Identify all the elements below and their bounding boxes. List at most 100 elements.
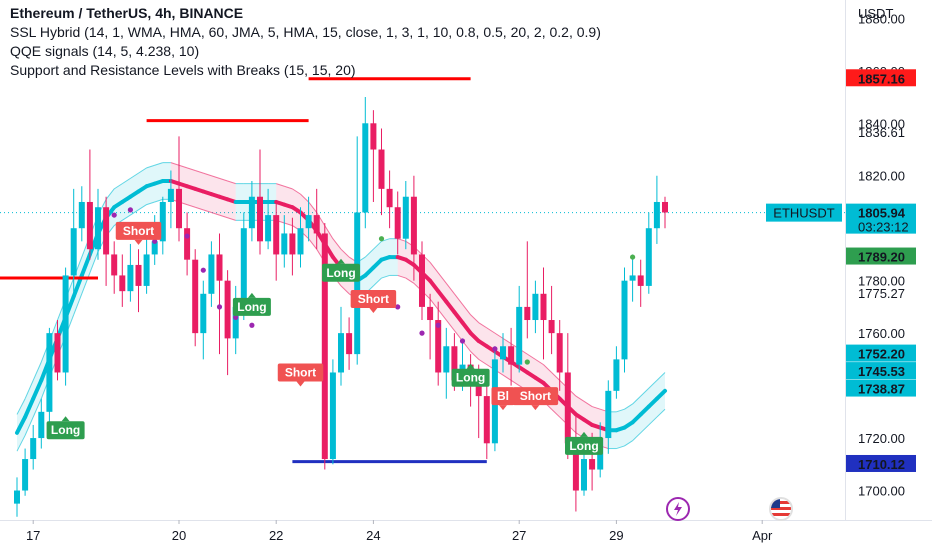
candle-body[interactable] [297, 228, 304, 255]
candle-body[interactable] [265, 215, 272, 242]
candle-body[interactable] [329, 372, 336, 460]
long-signal-badge[interactable] [451, 368, 490, 387]
candle-body[interactable] [30, 438, 37, 460]
candle-body[interactable] [419, 254, 425, 307]
candle-body[interactable] [167, 188, 174, 202]
candle-body[interactable] [653, 201, 660, 229]
candle-body[interactable] [637, 275, 644, 286]
candle-body[interactable] [524, 306, 531, 321]
long-signal-pointer [61, 416, 70, 422]
candle-body[interactable] [402, 196, 409, 239]
candle-body[interactable] [662, 201, 668, 213]
short-signal-badge[interactable] [350, 290, 397, 309]
long-signal-pointer [247, 292, 256, 298]
candle-body[interactable] [46, 333, 53, 412]
candle-body[interactable] [159, 201, 166, 242]
candle-body[interactable] [22, 459, 29, 491]
candle-body[interactable] [240, 228, 247, 307]
candle-body[interactable] [127, 264, 134, 292]
candle-body[interactable] [386, 188, 393, 208]
long-signal-badge[interactable] [322, 263, 360, 282]
long-signal-badge[interactable] [232, 297, 271, 316]
short-signal-badge[interactable] [491, 387, 515, 406]
long-signal-badge[interactable] [46, 421, 85, 440]
candle-body[interactable] [500, 346, 506, 360]
candle-body[interactable] [427, 306, 434, 321]
candle-body[interactable] [289, 233, 296, 255]
candle-body[interactable] [435, 320, 442, 373]
candle-body[interactable] [362, 123, 369, 213]
candle-body[interactable] [208, 254, 215, 294]
candle-body[interactable] [605, 390, 612, 439]
candle-body[interactable] [508, 346, 515, 365]
x-tick-label: 20 [172, 528, 186, 543]
candle-body[interactable] [143, 254, 150, 286]
candle-body[interactable] [62, 275, 69, 373]
candle-body[interactable] [613, 359, 620, 391]
candle-body[interactable] [224, 280, 231, 339]
candle-body[interactable] [410, 196, 417, 255]
candle-body[interactable] [346, 333, 353, 355]
candle-body[interactable] [548, 320, 555, 334]
candle-body[interactable] [443, 346, 450, 373]
candle-body[interactable] [305, 215, 312, 229]
candle-body[interactable] [338, 333, 344, 373]
short-signal-badge[interactable] [277, 363, 324, 382]
ssl-baseline-segment [460, 320, 473, 336]
candle-body[interactable] [581, 459, 587, 491]
candle-body[interactable] [14, 490, 20, 504]
us-flag-icon[interactable] [769, 497, 793, 521]
candle-body[interactable] [313, 215, 320, 234]
candle-body[interactable] [475, 385, 482, 397]
candle-body[interactable] [192, 259, 199, 334]
candle-body[interactable] [70, 228, 77, 276]
candle-body[interactable] [200, 293, 207, 334]
candle-body[interactable] [257, 196, 263, 242]
candle-body[interactable] [38, 411, 45, 439]
candle-body[interactable] [370, 123, 377, 150]
candle-body[interactable] [572, 443, 579, 491]
candle-body[interactable] [86, 201, 93, 250]
candle-body[interactable] [184, 228, 191, 260]
candle-body[interactable] [589, 459, 596, 470]
candle-body[interactable] [119, 275, 126, 292]
candle-body[interactable] [281, 233, 288, 255]
candle-body[interactable] [95, 207, 101, 250]
candle-body[interactable] [248, 196, 255, 229]
candle-body[interactable] [540, 293, 547, 321]
candle-body[interactable] [103, 207, 110, 255]
candle-body[interactable] [321, 233, 328, 460]
candle-body[interactable] [78, 201, 85, 229]
candle-body[interactable] [621, 280, 628, 360]
candle-body[interactable] [151, 241, 158, 255]
candle-body[interactable] [516, 306, 523, 365]
legend-line: Support and Resistance Levels with Break… [10, 62, 356, 78]
ssl-band-lower [89, 251, 99, 273]
candle-body[interactable] [394, 207, 401, 239]
candle-body[interactable] [176, 188, 182, 229]
candle-body[interactable] [451, 346, 458, 381]
candle-body[interactable] [564, 372, 571, 444]
candle-body[interactable] [556, 333, 563, 373]
candle-body[interactable] [378, 149, 385, 189]
candle-body[interactable] [354, 212, 361, 355]
candle-body[interactable] [645, 228, 652, 286]
candle-body[interactable] [483, 396, 490, 444]
candle-body[interactable] [216, 254, 223, 281]
candle-body[interactable] [273, 215, 280, 255]
candle-body[interactable] [111, 254, 118, 276]
short-signal-badge[interactable] [512, 387, 559, 406]
candle-body[interactable] [629, 275, 636, 281]
candle-body[interactable] [54, 333, 61, 373]
qqe-dot [419, 330, 425, 336]
short-signal-label: Short [520, 389, 551, 403]
short-signal-badge[interactable] [115, 221, 162, 240]
candle-body[interactable] [532, 293, 539, 321]
candle-body[interactable] [232, 306, 239, 339]
ssl-band-lower [502, 374, 512, 381]
ssl-band-lower [308, 238, 318, 250]
flash-icon[interactable] [666, 497, 690, 521]
candle-body[interactable] [135, 264, 142, 286]
long-signal-badge[interactable] [565, 436, 603, 455]
